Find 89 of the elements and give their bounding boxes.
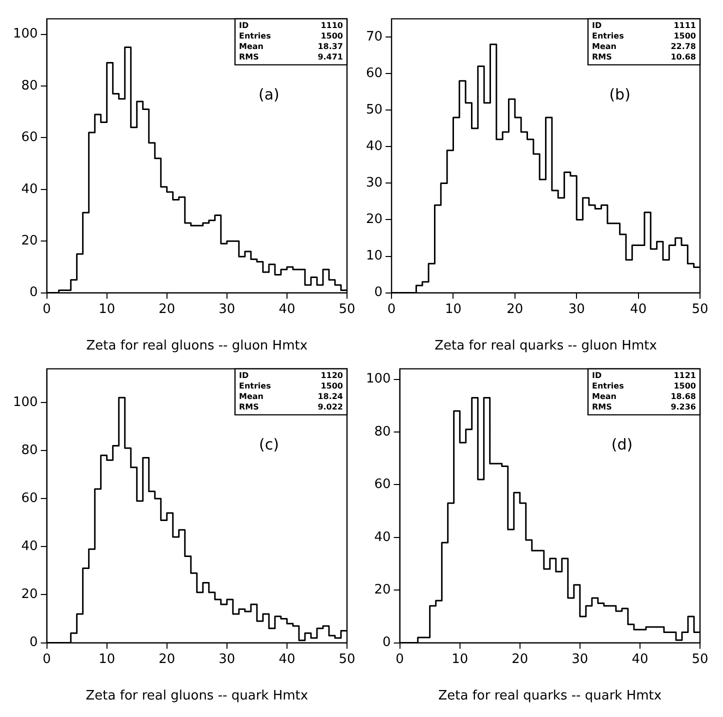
annotation: Entries [239, 32, 272, 41]
x-tick-label: 40 [632, 652, 648, 667]
annotation: Entries [239, 382, 272, 391]
x-tick-label: 50 [338, 652, 356, 667]
x-tick-label: 50 [338, 302, 356, 317]
x-axis-title: Zeta for real gluons -- quark Hmtx [86, 688, 308, 704]
annotation: ID [592, 21, 602, 30]
x-tick-label: 0 [42, 302, 51, 317]
x-tick-label: 20 [158, 302, 176, 317]
x-tick-label: 0 [42, 652, 51, 667]
y-tick-label: 0 [382, 635, 391, 650]
x-tick-label: 20 [506, 302, 524, 317]
annotation: (b) [609, 85, 630, 104]
x-tick-label: 40 [278, 302, 296, 317]
annotation: 18.68 [670, 392, 696, 402]
annotation: 10.68 [670, 52, 696, 62]
y-tick-label: 40 [21, 182, 38, 197]
y-tick-label: 0 [374, 285, 383, 300]
y-tick-label: 40 [21, 539, 38, 554]
x-axis-title: Zeta for real gluons -- gluon Hmtx [86, 338, 308, 354]
annotation: 18.24 [318, 392, 344, 402]
x-tick-label: 40 [630, 302, 647, 317]
y-tick-label: 20 [21, 587, 38, 602]
x-tick-label: 10 [98, 652, 116, 667]
x-tick-label: 10 [98, 302, 116, 317]
y-tick-label: 40 [366, 139, 383, 154]
x-tick-label: 20 [158, 652, 176, 667]
x-tick-label: 0 [396, 652, 404, 667]
annotation: 22.78 [670, 42, 696, 52]
y-tick-label: 60 [21, 130, 38, 146]
x-tick-label: 30 [218, 652, 236, 667]
y-tick-label: 60 [366, 66, 383, 81]
x-tick-label: 40 [278, 652, 296, 667]
annotation: (d) [611, 435, 633, 454]
annotation: Entries [592, 32, 624, 41]
annotation: 9.471 [318, 52, 344, 62]
annotation: 1500 [320, 382, 344, 391]
y-tick-label: 0 [30, 285, 38, 300]
annotation: 1500 [320, 32, 344, 41]
annotation: Mean [592, 42, 617, 52]
annotation: 1500 [674, 32, 696, 41]
annotation: 1500 [674, 382, 696, 391]
y-tick-label: 30 [366, 176, 383, 191]
annotation: 1111 [674, 21, 696, 30]
y-tick-label: 20 [366, 212, 383, 228]
y-tick-label: 20 [374, 582, 391, 598]
x-tick-label: 10 [444, 302, 462, 317]
annotation: 9.236 [670, 402, 696, 412]
annotation: Mean [239, 392, 264, 402]
annotation: 1120 [320, 371, 344, 380]
annotation: (c) [258, 435, 279, 454]
x-tick-label: 30 [568, 302, 585, 317]
annotation: 9.022 [318, 402, 343, 412]
annotation: ID [239, 21, 249, 30]
y-tick-label: 70 [366, 29, 383, 44]
annotation: (a) [258, 85, 280, 104]
annotation: ID [592, 371, 602, 380]
y-tick-label: 10 [366, 248, 383, 264]
annotation: Entries [592, 382, 624, 391]
annotation: RMS [239, 52, 260, 62]
annotation: ID [239, 371, 249, 380]
y-tick-label: 40 [374, 530, 391, 545]
annotation: RMS [239, 402, 260, 412]
annotation: 1121 [674, 371, 696, 380]
x-tick-label: 30 [572, 652, 588, 667]
y-tick-label: 50 [366, 102, 383, 118]
x-tick-label: 20 [512, 652, 528, 667]
y-tick-label: 100 [12, 394, 38, 410]
annotation: 18.37 [318, 42, 343, 52]
y-tick-label: 100 [12, 26, 38, 42]
y-tick-label: 60 [374, 477, 391, 492]
annotation: Mean [592, 392, 617, 402]
x-axis-title: Zeta for real quarks -- gluon Hmtx [434, 338, 658, 354]
y-tick-label: 100 [366, 372, 391, 387]
x-tick-label: 50 [692, 302, 708, 317]
y-tick-label: 80 [21, 78, 38, 94]
x-tick-label: 50 [692, 652, 708, 667]
x-tick-label: 30 [218, 302, 236, 317]
x-tick-label: 10 [452, 652, 468, 667]
y-tick-label: 0 [30, 635, 38, 650]
y-tick-label: 80 [21, 442, 38, 458]
y-tick-label: 20 [21, 233, 38, 248]
annotation: 1110 [320, 21, 344, 30]
x-axis-title: Zeta for real quarks -- quark Hmtx [438, 688, 662, 704]
annotation: RMS [592, 52, 612, 62]
annotation: Mean [239, 42, 264, 52]
annotation: RMS [592, 402, 612, 412]
y-tick-label: 60 [21, 490, 38, 506]
y-tick-label: 80 [374, 424, 391, 440]
